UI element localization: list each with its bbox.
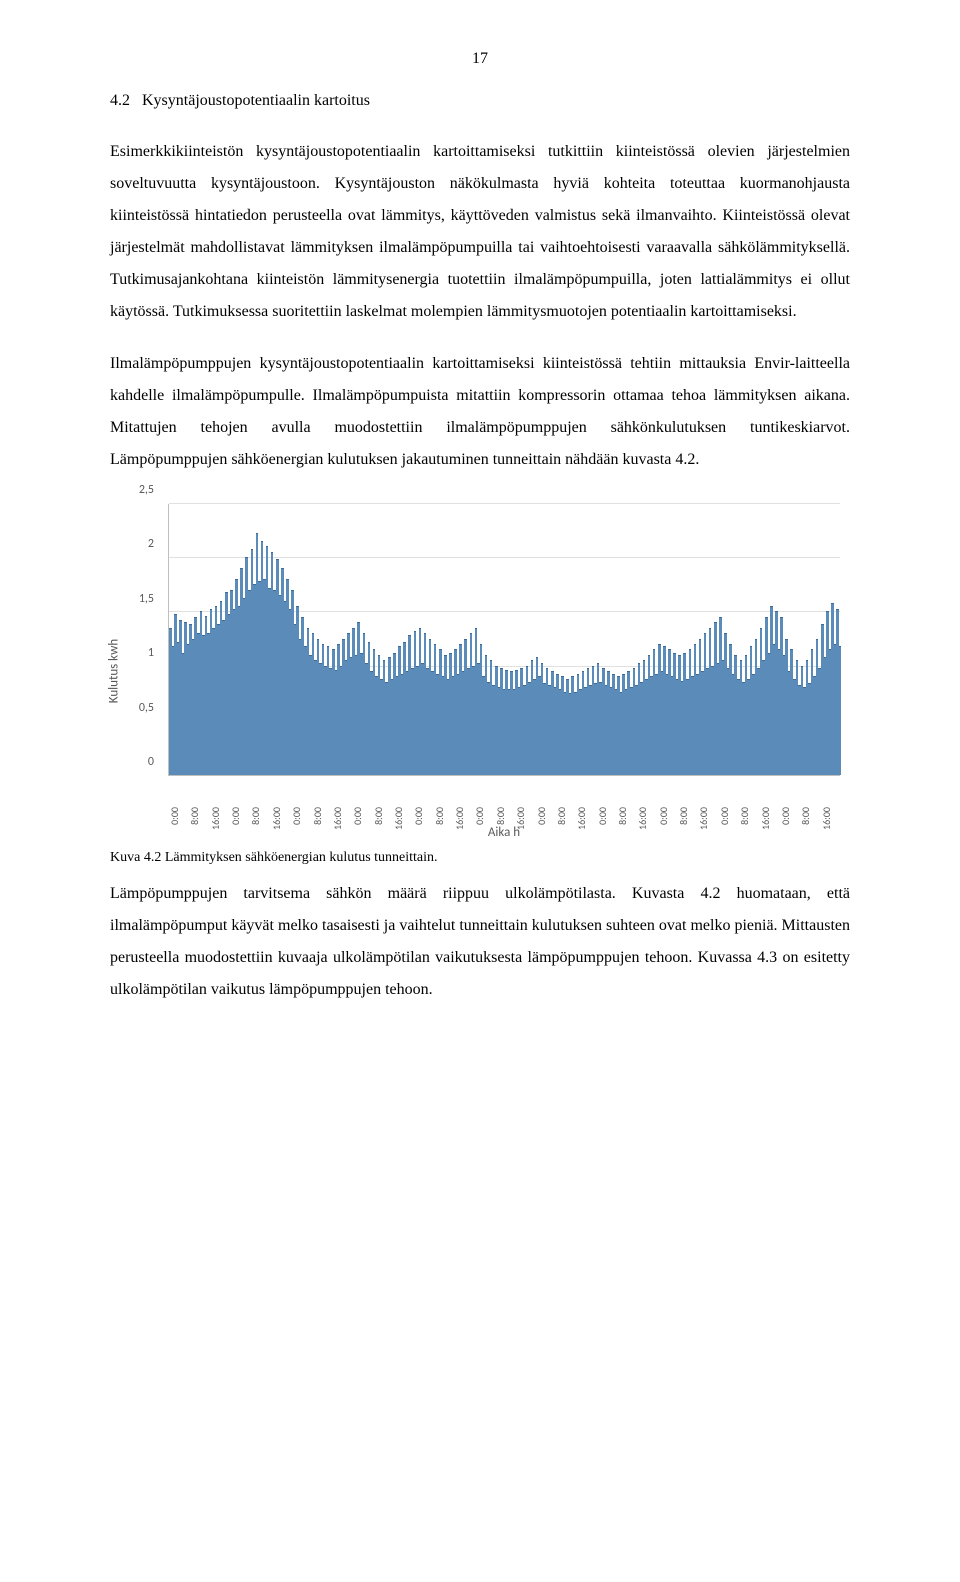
paragraph-1: Esimerkkikiinteistön kysyntäjoustopotent…: [110, 136, 850, 328]
x-tick: 16:00: [575, 807, 588, 830]
x-tick: 16:00: [697, 807, 710, 830]
bar-chart: Kulutus kwh 00,511,522,5 Aika h 0:008:00…: [110, 496, 850, 846]
x-tick: 0:00: [168, 807, 181, 825]
x-tick: 0:00: [596, 807, 609, 825]
x-tick: 16:00: [209, 807, 222, 830]
x-tick: 0:00: [535, 807, 548, 825]
chart-plot-area: [168, 504, 840, 776]
x-tick: 16:00: [453, 807, 466, 830]
x-tick: 8:00: [433, 807, 446, 825]
x-tick: 0:00: [657, 807, 670, 825]
y-tick: 1: [148, 646, 154, 660]
section-number: 4.2: [110, 92, 130, 109]
x-tick: 8:00: [677, 807, 690, 825]
y-tick: 0: [148, 755, 154, 769]
x-tick: 0:00: [229, 807, 242, 825]
section-title: Kysyntäjoustopotentiaalin kartoitus: [142, 92, 370, 109]
x-tick: 8:00: [799, 807, 812, 825]
figure-caption: Kuva 4.2 Lämmityksen sähköenergian kulut…: [110, 850, 850, 866]
y-tick: 2: [148, 537, 154, 551]
x-tick: 0:00: [718, 807, 731, 825]
x-tick: 16:00: [759, 807, 772, 830]
paragraph-3: Lämpöpumppujen tarvitsema sähkön määrä r…: [110, 878, 850, 1006]
page: 17 4.2 Kysyntäjoustopotentiaalin kartoitu…: [0, 0, 960, 1582]
x-tick: 8:00: [494, 807, 507, 825]
x-tick: 8:00: [311, 807, 324, 825]
section-heading: 4.2 Kysyntäjoustopotentiaalin kartoitus: [110, 92, 850, 110]
y-tick: 0,5: [139, 701, 154, 715]
x-tick: 0:00: [290, 807, 303, 825]
x-tick: 16:00: [514, 807, 527, 830]
x-tick: 16:00: [392, 807, 405, 830]
y-tick: 2,5: [139, 483, 154, 497]
x-tick: 8:00: [249, 807, 262, 825]
y-ticks: 00,511,522,5: [110, 504, 160, 776]
x-tick: 8:00: [555, 807, 568, 825]
bar: [839, 646, 842, 775]
x-tick: 8:00: [188, 807, 201, 825]
x-ticks: Aika h 0:008:0016:000:008:0016:000:008:0…: [168, 782, 840, 840]
y-tick: 1,5: [139, 592, 154, 606]
x-tick: 8:00: [616, 807, 629, 825]
x-tick: 0:00: [779, 807, 792, 825]
x-tick: 16:00: [331, 807, 344, 830]
x-tick: 8:00: [738, 807, 751, 825]
bars-container: [169, 504, 840, 775]
x-tick: 16:00: [820, 807, 833, 830]
x-tick: 16:00: [270, 807, 283, 830]
x-tick: 8:00: [372, 807, 385, 825]
paragraph-2: Ilmalämpöpumppujen kysyntäjoustopotentia…: [110, 348, 850, 476]
page-number: 17: [110, 50, 850, 68]
x-tick: 16:00: [636, 807, 649, 830]
x-tick: 0:00: [351, 807, 364, 825]
x-tick: 0:00: [473, 807, 486, 825]
x-tick: 0:00: [412, 807, 425, 825]
